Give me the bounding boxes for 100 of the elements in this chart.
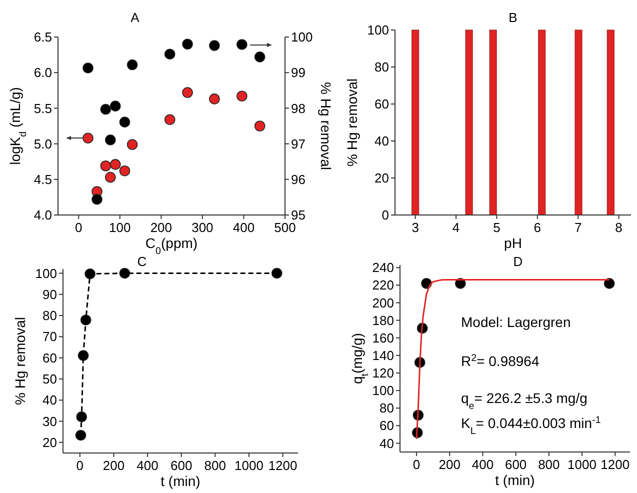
point [104, 134, 116, 146]
chart-title: C [137, 254, 147, 269]
point [126, 139, 138, 150]
x-tick-label: 1200 [600, 457, 630, 472]
y2-tick-label: 98 [291, 100, 306, 116]
point [236, 39, 248, 50]
y-tick-label: 200 [372, 295, 394, 310]
y2-tick-label: 97 [291, 136, 306, 152]
x-tick-label: 1000 [234, 458, 264, 473]
point [254, 120, 266, 132]
y-tick-label: 100 [367, 22, 389, 38]
point [104, 172, 116, 183]
y-tick-label: 40 [380, 436, 394, 451]
y-tick-label: 80 [374, 60, 389, 75]
x-tick-label: 800 [538, 457, 560, 472]
x-axis-title: t (min) [160, 473, 200, 489]
y-tick-label: 0 [382, 208, 389, 223]
point [100, 104, 112, 115]
point [209, 40, 220, 51]
point [126, 59, 138, 70]
x-tick-label: 200 [438, 457, 460, 472]
x-tick-label: 1000 [568, 457, 596, 472]
y-tick-label: 240 [372, 260, 394, 276]
x-tick-label: 400 [232, 220, 255, 235]
y-tick-label: 4.0 [34, 208, 52, 223]
point [119, 268, 130, 279]
x-tick-label: 0 [412, 457, 420, 472]
annotation: q$_{e}$= 226.2 ±5.3 mg/g [461, 390, 588, 412]
point [75, 430, 86, 441]
y-tick-label: 4.5 [34, 172, 52, 187]
point [110, 159, 121, 170]
point [164, 48, 176, 60]
x-tick-label: 100 [109, 220, 131, 235]
y2-axis-title: % Hg removal [318, 82, 334, 170]
point [604, 278, 615, 289]
point [110, 100, 121, 112]
x-tick-label: 3 [412, 220, 419, 235]
x-axis-title: pH [504, 235, 522, 251]
y-tick-label: 140 [372, 348, 394, 363]
point [80, 314, 92, 326]
x-tick-label: 600 [504, 457, 527, 472]
y-tick-label: 160 [372, 330, 394, 346]
point [92, 194, 102, 205]
y-tick-label: 60 [374, 96, 389, 112]
x-axis-title: C$_{0}$(ppm) [145, 235, 198, 256]
point [76, 411, 87, 422]
point [236, 90, 248, 102]
y-tick-label: 5.5 [34, 100, 52, 116]
point [271, 268, 282, 279]
y-tick-label: 30 [42, 414, 57, 429]
point [78, 350, 89, 361]
y-tick-label: 60 [380, 418, 394, 434]
x-axis-title: t (min) [495, 472, 535, 488]
x-tick-label: 0 [76, 458, 84, 473]
y-tick-label: 80 [380, 400, 394, 416]
y-tick-label: 20 [374, 170, 389, 186]
chart-title: A [130, 10, 140, 25]
x-tick-label: 0 [75, 220, 82, 235]
y-tick-label: 180 [372, 312, 394, 328]
y2-tick-label: 99 [291, 65, 306, 80]
y-axis-title: % Hg removal [12, 317, 28, 405]
y-axis-title: % Hg removal [344, 78, 360, 166]
chart-title: B [508, 10, 518, 25]
point [209, 94, 220, 104]
x-tick-label: 600 [170, 458, 192, 473]
y-tick-label: 220 [372, 278, 394, 293]
y-tick-label: 100 [35, 266, 57, 281]
y-tick-label: 50 [42, 372, 57, 387]
x-tick-label: 800 [204, 458, 226, 473]
x-tick-label: 400 [472, 457, 494, 472]
y2-tick-label: 96 [291, 172, 306, 187]
point [119, 165, 130, 176]
y-tick-label: 70 [42, 329, 57, 344]
x-tick-label: 6 [534, 220, 542, 235]
x-tick-label: 4 [452, 220, 460, 235]
y-tick-label: 60 [42, 350, 57, 366]
x-tick-label: 200 [150, 220, 172, 235]
y-tick-label: 6.5 [34, 30, 52, 45]
y-tick-label: 20 [42, 434, 57, 450]
annotation: R$^{2}$= 0.98964 [461, 352, 540, 369]
annotation: Model: Lagergren [461, 314, 571, 330]
x-tick-label: 7 [574, 220, 582, 235]
y2-tick-label: 95 [291, 208, 306, 223]
y-tick-label: 5.0 [34, 136, 52, 152]
point [100, 160, 112, 172]
point [119, 116, 130, 128]
point [254, 52, 266, 62]
point [164, 114, 176, 125]
x-tick-label: 8 [615, 220, 622, 235]
chart-title: D [513, 254, 523, 269]
point [182, 87, 193, 98]
y2-tick-label: 100 [291, 30, 313, 45]
x-tick-label: 1200 [268, 458, 298, 473]
x-tick-label: 400 [136, 458, 158, 473]
y-tick-label: 100 [372, 383, 394, 398]
point [82, 62, 94, 74]
y-tick-label: 120 [372, 366, 394, 381]
point [182, 38, 193, 50]
x-tick-label: 5 [493, 220, 500, 235]
y-tick-label: 40 [374, 134, 389, 149]
